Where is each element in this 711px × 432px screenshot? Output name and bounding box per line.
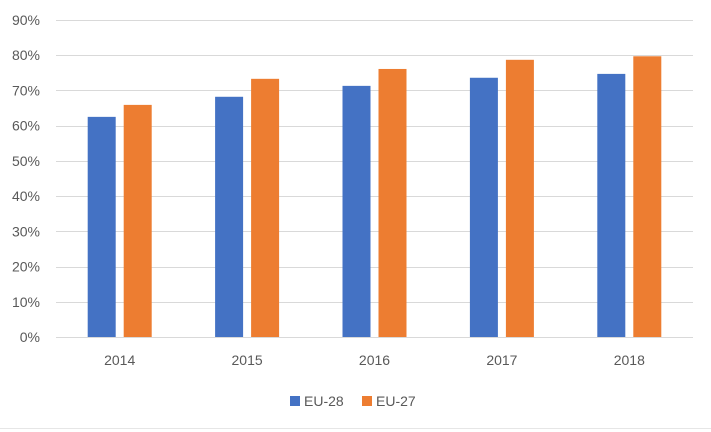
bar-eu-27-2014 <box>123 104 152 337</box>
y-tick-label: 10% <box>12 294 40 310</box>
legend-item-eu-28: EU-28 <box>290 393 344 409</box>
gridlines <box>56 20 693 338</box>
legend: EU-28 EU-27 <box>290 393 416 409</box>
legend-swatch <box>290 396 300 406</box>
bar-eu-27-2015 <box>251 78 280 338</box>
x-tick-label: 2018 <box>614 352 645 368</box>
legend-swatch <box>362 396 372 406</box>
x-axis-ticks: 2014 2015 2016 2017 2018 <box>104 352 645 368</box>
bar-eu-28-2015 <box>215 96 244 337</box>
bars <box>87 56 662 338</box>
x-tick-label: 2015 <box>232 352 263 368</box>
y-tick-label: 80% <box>12 47 40 63</box>
x-tick-label: 2017 <box>486 352 517 368</box>
legend-label: EU-28 <box>304 393 344 409</box>
y-tick-label: 70% <box>12 82 40 98</box>
bar-eu-28-2014 <box>87 116 116 337</box>
bar-eu-27-2017 <box>505 59 534 337</box>
y-tick-label: 60% <box>12 118 40 134</box>
bar-eu-28-2016 <box>342 85 371 337</box>
legend-label: EU-27 <box>376 393 416 409</box>
x-tick-label: 2016 <box>359 352 390 368</box>
y-tick-label: 0% <box>20 329 40 345</box>
y-tick-label: 90% <box>12 12 40 28</box>
y-tick-label: 20% <box>12 259 40 275</box>
bar-eu-28-2017 <box>469 77 498 338</box>
bar-eu-28-2018 <box>597 73 626 337</box>
y-tick-label: 30% <box>12 223 40 239</box>
x-tick-label: 2014 <box>104 352 135 368</box>
y-tick-label: 40% <box>12 188 40 204</box>
bar-eu-27-2018 <box>633 56 662 337</box>
legend-item-eu-27: EU-27 <box>362 393 416 409</box>
y-tick-label: 50% <box>12 153 40 169</box>
bar-eu-27-2016 <box>378 68 407 337</box>
y-axis-ticks: 0% 10% 20% 30% 40% 50% 60% 70% 80% 90% <box>12 12 40 345</box>
